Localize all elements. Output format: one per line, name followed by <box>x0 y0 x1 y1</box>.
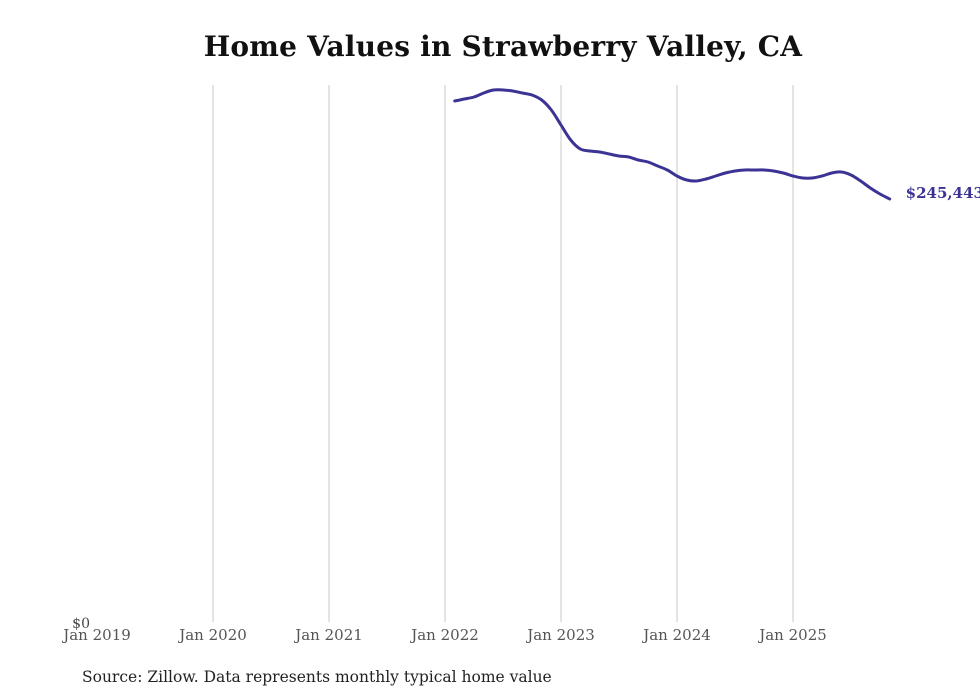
y-tick-label: $0 <box>72 616 90 632</box>
x-axis-tick-labels: Jan 2019 Jan 2020 Jan 2021 Jan 2022 Jan 2023… <box>61 626 827 644</box>
x-tick-label: Jan 2020 <box>177 626 247 644</box>
gridlines <box>212 85 794 622</box>
chart-title: Home Values in Strawberry Valley, CA <box>203 30 803 63</box>
x-tick-label: Jan 2023 <box>525 626 595 644</box>
x-tick-label: Jan 2025 <box>757 626 827 644</box>
source-note: Source: Zillow. Data represents monthly … <box>82 668 552 686</box>
end-value-label: $245,443 <box>906 184 980 202</box>
y-axis-tick-labels: $0 <box>72 616 90 632</box>
series-line-home-value <box>453 88 892 201</box>
x-tick-label: Jan 2021 <box>293 626 363 644</box>
x-tick-label: Jan 2024 <box>641 626 711 644</box>
x-tick-label: Jan 2022 <box>409 626 479 644</box>
x-tick-label: Jan 2019 <box>61 626 131 644</box>
